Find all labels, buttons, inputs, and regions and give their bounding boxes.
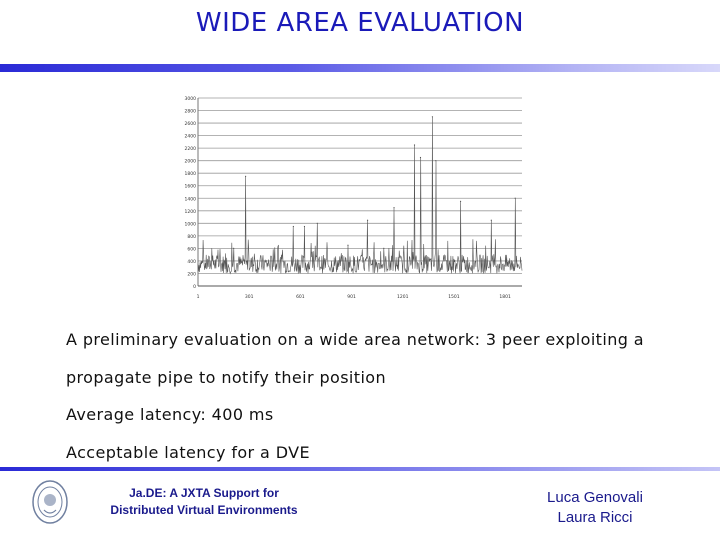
y-tick-label: 600 xyxy=(187,246,196,252)
y-tick-label: 2600 xyxy=(185,121,197,127)
latency-peak-point xyxy=(514,197,516,199)
footer-title-line-2: Distributed Virtual Environments xyxy=(110,503,298,517)
y-tick-label: 400 xyxy=(187,259,196,265)
latency-peak-point xyxy=(419,156,422,159)
x-tick-label: 601 xyxy=(296,294,305,300)
x-tick-label: 1 xyxy=(197,294,200,300)
y-tick-label: 1400 xyxy=(185,196,197,202)
y-tick-label: 1200 xyxy=(185,209,197,215)
y-tick-label: 2400 xyxy=(185,134,197,140)
latency-peak-point xyxy=(490,219,492,221)
y-tick-label: 0 xyxy=(193,284,196,290)
latency-peak-point xyxy=(347,244,349,246)
latency-peak-point xyxy=(245,175,247,177)
y-tick-label: 1800 xyxy=(185,171,197,177)
latency-peak-point xyxy=(431,116,434,118)
x-tick-label: 901 xyxy=(347,294,356,300)
y-tick-label: 2000 xyxy=(185,159,197,165)
y-tick-label: 2200 xyxy=(185,146,197,152)
footer-paper-title: Ja.DE: A JXTA Support for Distributed Vi… xyxy=(84,485,324,519)
text-line-4: Acceptable latency for a DVE xyxy=(66,443,310,462)
university-seal-icon xyxy=(32,480,68,524)
title-divider xyxy=(0,64,720,72)
latency-peak-point xyxy=(459,200,462,202)
x-tick-label: 1801 xyxy=(499,294,511,300)
latency-peak-point xyxy=(316,222,318,224)
latency-peak-point xyxy=(233,247,235,249)
latency-peak-point xyxy=(393,207,395,209)
y-tick-label: 1600 xyxy=(185,184,197,190)
footer-title-line-1: Ja.DE: A JXTA Support for xyxy=(129,486,279,500)
y-tick-label: 3000 xyxy=(185,96,197,102)
latency-peak-point xyxy=(303,225,306,228)
y-tick-label: 1000 xyxy=(185,221,197,227)
x-tick-label: 301 xyxy=(245,294,254,300)
latency-chart: 0 200 400 600 800 1000 1200 1400 1600 1800 2000 220… xyxy=(185,96,523,300)
x-tick-label: 1501 xyxy=(448,294,460,300)
latency-peak-point xyxy=(213,260,215,262)
latency-peak-point xyxy=(292,225,294,228)
latency-peak-point xyxy=(413,144,416,146)
author-2: Laura Ricci xyxy=(557,509,633,526)
text-line-1: A preliminary evaluation on a wide area … xyxy=(66,330,644,349)
footer-authors: Luca Genovali Laura Ricci xyxy=(510,488,680,528)
y-tick-label: 2800 xyxy=(185,109,197,115)
y-tick-label: 200 xyxy=(187,271,196,277)
text-line-2: propagate pipe to notify their position xyxy=(66,368,387,387)
latency-peak-point xyxy=(383,247,385,249)
latency-series-line xyxy=(197,116,523,275)
latency-peak-point xyxy=(435,160,437,162)
author-1: Luca Genovali xyxy=(547,489,643,506)
x-tick-label: 1201 xyxy=(397,294,409,300)
footer-divider xyxy=(0,467,720,471)
slide-title: WIDE AREA EVALUATION xyxy=(195,8,525,38)
latency-peak-point xyxy=(366,219,369,221)
y-tick-label: 800 xyxy=(187,234,196,240)
text-line-3: Average latency: 400 ms xyxy=(66,405,274,424)
